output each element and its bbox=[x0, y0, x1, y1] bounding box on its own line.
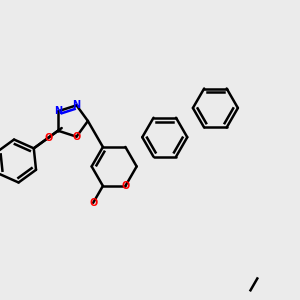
Text: N: N bbox=[72, 100, 81, 110]
Text: O: O bbox=[89, 198, 97, 208]
Text: O: O bbox=[72, 132, 81, 142]
Text: O: O bbox=[121, 181, 130, 191]
Text: O: O bbox=[44, 133, 52, 143]
Text: N: N bbox=[54, 106, 62, 116]
